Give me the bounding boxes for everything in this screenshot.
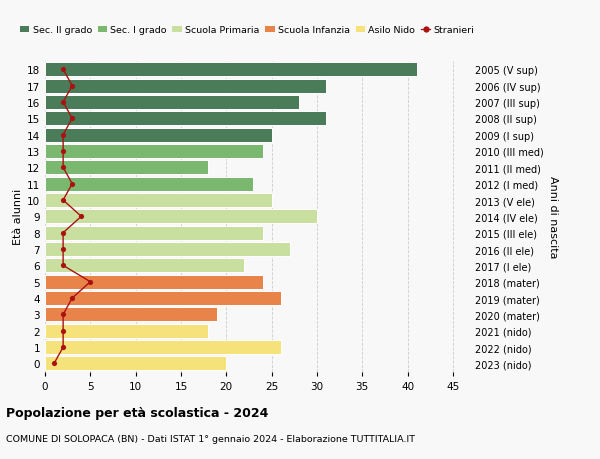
- Bar: [45, 161, 208, 175]
- Y-axis label: Anni di nascita: Anni di nascita: [548, 176, 558, 258]
- Bar: [45, 112, 326, 126]
- Y-axis label: Età alunni: Età alunni: [13, 189, 23, 245]
- Point: [58, 67, 68, 74]
- Bar: [45, 96, 299, 110]
- Point: [49, 360, 59, 367]
- Legend: Sec. II grado, Sec. I grado, Scuola Primaria, Scuola Infanzia, Asilo Nido, Stran: Sec. II grado, Sec. I grado, Scuola Prim…: [20, 27, 475, 35]
- Bar: [45, 308, 217, 322]
- Bar: [45, 129, 272, 142]
- Point: [67, 295, 77, 302]
- Bar: [45, 357, 226, 370]
- Bar: [45, 145, 263, 158]
- Point: [67, 180, 77, 188]
- Bar: [45, 324, 208, 338]
- Text: Popolazione per età scolastica - 2024: Popolazione per età scolastica - 2024: [6, 406, 268, 419]
- Point: [58, 164, 68, 172]
- Bar: [45, 63, 416, 77]
- Point: [58, 246, 68, 253]
- Bar: [45, 226, 263, 240]
- Point: [58, 327, 68, 335]
- Point: [58, 262, 68, 269]
- Point: [67, 83, 77, 90]
- Bar: [45, 210, 317, 224]
- Point: [86, 279, 95, 286]
- Bar: [45, 177, 253, 191]
- Bar: [45, 259, 244, 273]
- Point: [58, 99, 68, 106]
- Bar: [45, 194, 272, 207]
- Bar: [45, 341, 281, 354]
- Point: [58, 344, 68, 351]
- Bar: [45, 79, 326, 93]
- Bar: [45, 275, 263, 289]
- Point: [58, 311, 68, 319]
- Point: [67, 115, 77, 123]
- Bar: [45, 291, 281, 305]
- Bar: [45, 242, 290, 257]
- Point: [76, 213, 86, 221]
- Point: [58, 148, 68, 155]
- Point: [58, 132, 68, 139]
- Point: [58, 197, 68, 204]
- Text: COMUNE DI SOLOPACA (BN) - Dati ISTAT 1° gennaio 2024 - Elaborazione TUTTITALIA.I: COMUNE DI SOLOPACA (BN) - Dati ISTAT 1° …: [6, 434, 415, 443]
- Point: [58, 230, 68, 237]
